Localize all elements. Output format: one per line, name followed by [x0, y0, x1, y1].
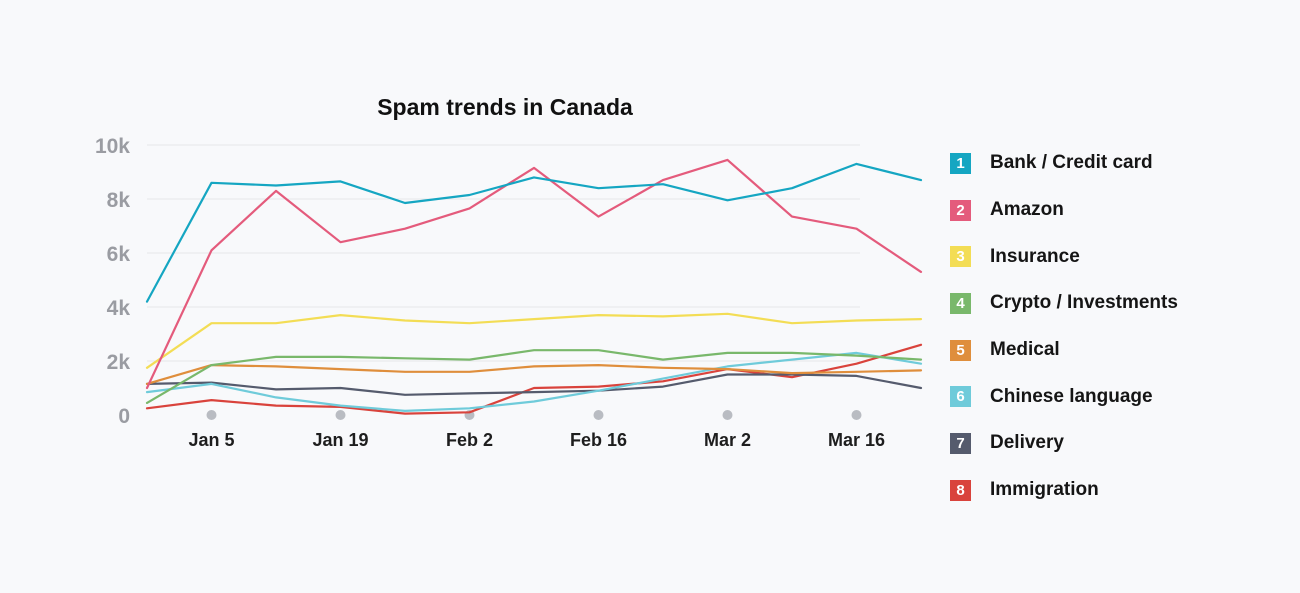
y-tick-label: 6k: [107, 243, 131, 266]
y-axis-ticks: 0 2k 4k 6k 8k 10k: [95, 135, 130, 428]
series-line-bank-credit-card: [145, 162, 923, 303]
legend-label: Chinese language: [990, 385, 1153, 407]
legend-number-badge: 4: [950, 292, 971, 314]
legend-item: 4 Crypto / Investments: [950, 280, 1178, 327]
series-line-amazon: [145, 158, 923, 390]
grid-lines: [147, 144, 860, 362]
legend-label: Delivery: [990, 432, 1064, 454]
legend-number-badge: 1: [950, 152, 971, 174]
series-line-delivery: [145, 373, 923, 396]
legend: 1 Bank / Credit card 2 Amazon 3 Insurance 4 Cry…: [950, 140, 1178, 514]
x-tick-label: Mar 16: [828, 430, 885, 450]
chart-title: Spam trends in Canada: [377, 94, 633, 120]
x-tick-marker: [335, 410, 346, 420]
legend-label: Insurance: [990, 245, 1080, 267]
x-tick-label: Feb 2: [446, 430, 493, 450]
x-tick-marker: [722, 410, 733, 420]
legend-label: Immigration: [990, 479, 1099, 501]
y-tick-label: 4k: [107, 297, 131, 320]
legend-label: Crypto / Investments: [990, 292, 1178, 314]
legend-item: 1 Bank / Credit card: [950, 140, 1178, 187]
x-tick-label: Jan 19: [312, 430, 368, 450]
series-line-crypto-investments: [145, 349, 923, 404]
x-tick-marker: [206, 410, 217, 420]
y-tick-label: 8k: [107, 189, 131, 212]
x-tick-label: Feb 16: [570, 430, 627, 450]
legend-number-badge: 7: [950, 432, 971, 454]
y-tick-label: 0: [118, 405, 130, 428]
x-tick-label: Jan 5: [188, 430, 234, 450]
series-line-medical: [145, 364, 923, 385]
legend-number-badge: 5: [950, 339, 971, 361]
y-tick-label: 2k: [107, 351, 131, 374]
x-tick-marker: [593, 410, 604, 420]
legend-item: 3 Insurance: [950, 233, 1178, 280]
legend-item: 6 Chinese language: [950, 373, 1178, 420]
x-axis-ticks: Jan 5 Jan 19 Feb 2 Feb 16 Mar 2 Mar 16: [188, 410, 885, 450]
x-tick-label: Mar 2: [704, 430, 751, 450]
x-tick-marker: [851, 410, 862, 420]
legend-number-badge: 8: [950, 479, 971, 501]
legend-item: 2 Amazon: [950, 187, 1178, 234]
legend-label: Bank / Credit card: [990, 152, 1153, 174]
legend-item: 7 Delivery: [950, 420, 1178, 467]
legend-label: Amazon: [990, 199, 1064, 221]
y-tick-label: 10k: [95, 135, 130, 158]
legend-item: 8 Immigration: [950, 467, 1178, 514]
legend-number-badge: 6: [950, 386, 971, 408]
legend-number-badge: 2: [950, 199, 971, 221]
legend-label: Medical: [990, 339, 1060, 361]
series-lines: [145, 158, 923, 415]
series-line-insurance: [145, 312, 923, 369]
series-line-immigration: [145, 343, 923, 415]
legend-item: 5 Medical: [950, 327, 1178, 374]
series-line-chinese-language: [145, 351, 923, 412]
legend-number-badge: 3: [950, 246, 971, 268]
